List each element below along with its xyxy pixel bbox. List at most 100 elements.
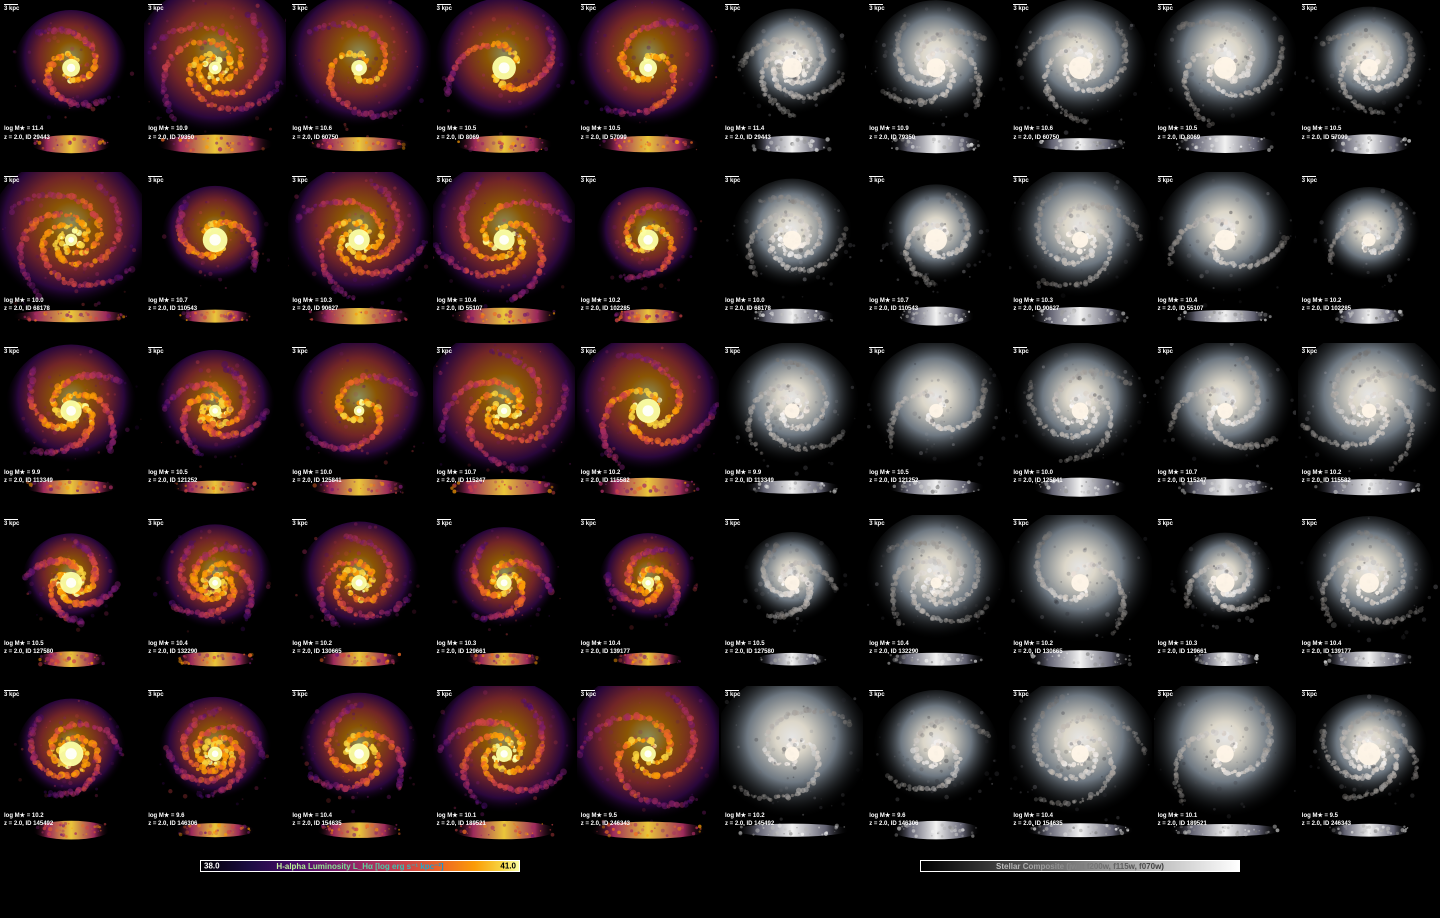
scale-bar: 3 kpc bbox=[292, 519, 307, 527]
panel-info: log M★ = 10.7z = 2.0, ID 110543 bbox=[148, 297, 197, 313]
stellar-panel: 3 kpclog M★ = 10.7z = 2.0, ID 110543 bbox=[865, 172, 1007, 342]
panel-info: log M★ = 11.4z = 2.0, ID 29443 bbox=[4, 125, 50, 141]
mass-label: log M★ = 10.4 bbox=[1302, 640, 1351, 648]
scale-bar-text: 3 kpc bbox=[437, 6, 452, 12]
mass-label: log M★ = 10.2 bbox=[1013, 640, 1062, 648]
scale-bar: 3 kpc bbox=[725, 690, 740, 698]
stellar-panel: 3 kpclog M★ = 10.4z = 2.0, ID 55107 bbox=[1154, 172, 1296, 342]
scale-bar: 3 kpc bbox=[292, 690, 307, 698]
mass-label: log M★ = 10.2 bbox=[1302, 469, 1351, 477]
z-id-label: z = 2.0, ID 110543 bbox=[148, 305, 197, 313]
stellar-panel: 3 kpclog M★ = 10.5z = 2.0, ID 57099 bbox=[1298, 0, 1440, 170]
scale-bar-text: 3 kpc bbox=[437, 521, 452, 527]
stellar-panel: 3 kpclog M★ = 10.5z = 2.0, ID 121252 bbox=[865, 343, 1007, 513]
mass-label: log M★ = 10.4 bbox=[437, 297, 483, 305]
mass-label: log M★ = 10.0 bbox=[4, 297, 50, 305]
scale-bar-line bbox=[1302, 519, 1316, 520]
scale-bar: 3 kpc bbox=[1302, 519, 1317, 527]
mass-label: log M★ = 10.4 bbox=[1013, 812, 1062, 820]
scale-bar: 3 kpc bbox=[1013, 176, 1028, 184]
z-id-label: z = 2.0, ID 102285 bbox=[581, 305, 630, 313]
scale-bar: 3 kpc bbox=[869, 176, 884, 184]
panel-info: log M★ = 10.5z = 2.0, ID 8069 bbox=[1158, 125, 1201, 141]
z-id-label: z = 2.0, ID 55107 bbox=[437, 305, 483, 313]
halpha-colorbar-wrap: 38.0 H-alpha Luminosity L_Hα [log erg s⁻… bbox=[0, 858, 720, 874]
z-id-label: z = 2.0, ID 129661 bbox=[437, 648, 486, 656]
mass-label: log M★ = 10.7 bbox=[1158, 469, 1207, 477]
scale-bar-line bbox=[4, 176, 18, 177]
halpha-panel: 3 kpclog M★ = 10.4z = 2.0, ID 154635 bbox=[288, 686, 430, 856]
halpha-panel: 3 kpclog M★ = 10.2z = 2.0, ID 102285 bbox=[577, 172, 719, 342]
galaxy-panel-grid: 3 kpc log M★ = 11.4z = 2.0, ID 29443 3 kp… bbox=[0, 0, 1440, 856]
scale-bar-text: 3 kpc bbox=[869, 349, 884, 355]
halpha-panel: 3 kpclog M★ = 10.3z = 2.0, ID 129661 bbox=[433, 515, 575, 685]
panel-info: log M★ = 10.5z = 2.0, ID 127580 bbox=[4, 640, 53, 656]
scale-bar-line bbox=[437, 4, 451, 5]
mass-label: log M★ = 10.7 bbox=[437, 469, 486, 477]
scale-bar-text: 3 kpc bbox=[869, 6, 884, 12]
scale-bar: 3 kpc bbox=[1158, 690, 1173, 698]
scale-bar: 3 kpc bbox=[869, 4, 884, 12]
mass-label: log M★ = 10.5 bbox=[437, 125, 480, 133]
scale-bar: 3 kpc bbox=[292, 176, 307, 184]
scale-bar: 3 kpc bbox=[292, 347, 307, 355]
halpha-panel: 3 kpc log M★ = 10.7z = 2.0, ID 115247 bbox=[433, 343, 575, 513]
stellar-panel: 3 kpclog M★ = 10.2z = 2.0, ID 130665 bbox=[1009, 515, 1151, 685]
scale-bar: 3 kpc bbox=[437, 347, 452, 355]
scale-bar: 3 kpc bbox=[581, 4, 596, 12]
scale-bar-text: 3 kpc bbox=[4, 6, 19, 12]
scale-bar-line bbox=[1013, 347, 1027, 348]
halpha-panel: 3 kpclog M★ = 10.5z = 2.0, ID 8069 bbox=[433, 0, 575, 170]
scale-bar-text: 3 kpc bbox=[437, 178, 452, 184]
mass-label: log M★ = 9.5 bbox=[581, 812, 630, 820]
mass-label: log M★ = 10.6 bbox=[1013, 125, 1059, 133]
scale-bar: 3 kpc bbox=[1158, 519, 1173, 527]
mass-label: log M★ = 10.4 bbox=[148, 640, 197, 648]
halpha-panel: 3 kpclog M★ = 10.7z = 2.0, ID 110543 bbox=[144, 172, 286, 342]
halpha-panel: 3 kpclog M★ = 10.0z = 2.0, ID 125841 bbox=[288, 343, 430, 513]
scale-bar: 3 kpc bbox=[725, 176, 740, 184]
z-id-label: z = 2.0, ID 115247 bbox=[437, 477, 486, 485]
stellar-colorbar-wrap: Stellar Composite (jwst f200w, f115w, f0… bbox=[720, 858, 1440, 874]
scale-bar-line bbox=[4, 347, 18, 348]
panel-info: log M★ = 10.7z = 2.0, ID 115247 bbox=[1158, 469, 1207, 485]
panel-info: log M★ = 10.0z = 2.0, ID 125841 bbox=[1013, 469, 1062, 485]
scale-bar: 3 kpc bbox=[1013, 690, 1028, 698]
halpha-panel: 3 kpclog M★ = 10.4z = 2.0, ID 132290 bbox=[144, 515, 286, 685]
stellar-panel: 3 kpc log M★ = 9.6z = 2.0, ID 146306 bbox=[865, 686, 1007, 856]
panel-info: log M★ = 10.3z = 2.0, ID 90627 bbox=[292, 297, 338, 313]
scale-bar-line bbox=[4, 519, 18, 520]
scale-bar-text: 3 kpc bbox=[437, 692, 452, 698]
halpha-panel: 3 kpclog M★ = 10.9z = 2.0, ID 79350 bbox=[144, 0, 286, 170]
panel-info: log M★ = 10.1z = 2.0, ID 189521 bbox=[437, 812, 486, 828]
scale-bar: 3 kpc bbox=[1302, 4, 1317, 12]
stellar-panel: 3 kpclog M★ = 10.4z = 2.0, ID 139177 bbox=[1298, 515, 1440, 685]
mass-label: log M★ = 10.4 bbox=[292, 812, 341, 820]
mass-label: log M★ = 11.4 bbox=[4, 125, 50, 133]
panel-info: log M★ = 10.4z = 2.0, ID 132290 bbox=[869, 640, 918, 656]
scale-bar-text: 3 kpc bbox=[869, 692, 884, 698]
panel-info: log M★ = 10.2z = 2.0, ID 102285 bbox=[1302, 297, 1351, 313]
stellar-panel: 3 kpclog M★ = 10.3z = 2.0, ID 90627 bbox=[1009, 172, 1151, 342]
scale-bar-line bbox=[1158, 347, 1172, 348]
scale-bar-line bbox=[1013, 690, 1027, 691]
panel-info: log M★ = 9.6z = 2.0, ID 146306 bbox=[869, 812, 918, 828]
stellar-panel: 3 kpclog M★ = 10.4z = 2.0, ID 132290 bbox=[865, 515, 1007, 685]
panel-info: log M★ = 10.2z = 2.0, ID 145492 bbox=[725, 812, 774, 828]
z-id-label: z = 2.0, ID 246343 bbox=[1302, 820, 1351, 828]
scale-bar-text: 3 kpc bbox=[1158, 349, 1173, 355]
panel-info: log M★ = 9.9z = 2.0, ID 113349 bbox=[725, 469, 774, 485]
panel-info: log M★ = 10.5z = 2.0, ID 121252 bbox=[148, 469, 197, 485]
scale-bar: 3 kpc bbox=[148, 347, 163, 355]
panel-info: log M★ = 9.9z = 2.0, ID 113349 bbox=[4, 469, 53, 485]
halpha-panel: 3 kpclog M★ = 10.4z = 2.0, ID 139177 bbox=[577, 515, 719, 685]
mass-label: log M★ = 10.5 bbox=[581, 125, 627, 133]
scale-bar-line bbox=[148, 519, 162, 520]
mass-label: log M★ = 10.2 bbox=[1302, 297, 1351, 305]
z-id-label: z = 2.0, ID 127580 bbox=[725, 648, 774, 656]
z-id-label: z = 2.0, ID 79350 bbox=[869, 134, 915, 142]
panel-info: log M★ = 10.7z = 2.0, ID 115247 bbox=[437, 469, 486, 485]
scale-bar: 3 kpc bbox=[437, 176, 452, 184]
scale-bar-line bbox=[869, 176, 883, 177]
scale-bar-text: 3 kpc bbox=[1013, 6, 1028, 12]
